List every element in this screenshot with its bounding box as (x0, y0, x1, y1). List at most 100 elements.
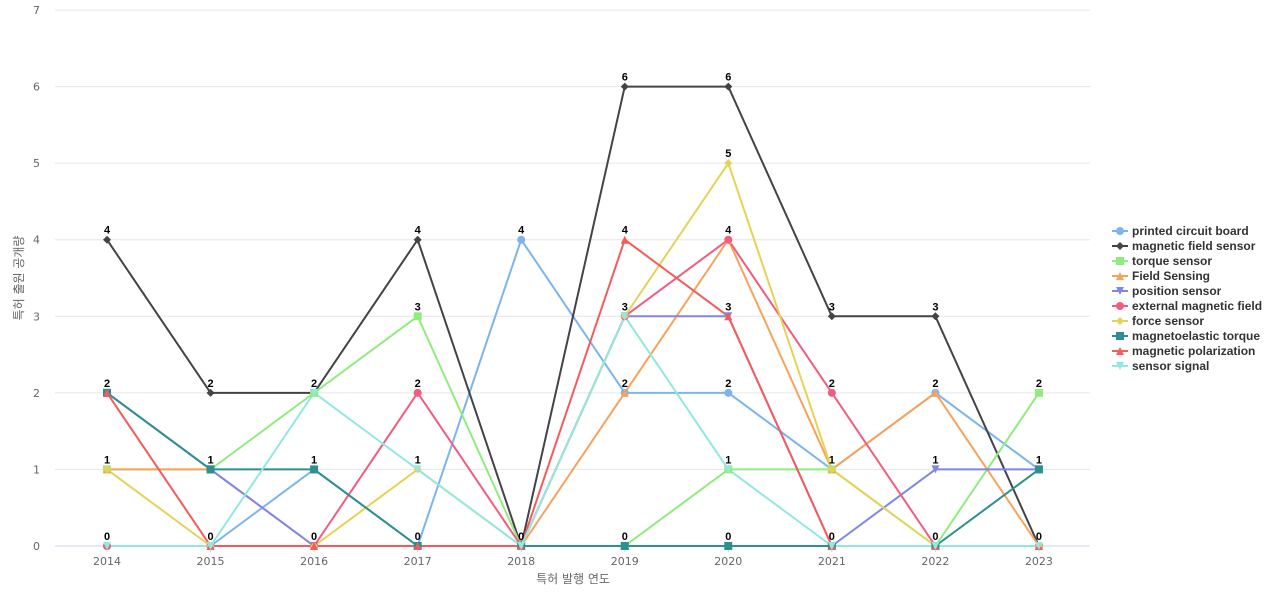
legend-marker (1116, 347, 1124, 355)
data-point-sensor-signal (206, 542, 215, 550)
data-label: 1 (1036, 454, 1042, 466)
x-tick-label: 2019 (611, 555, 639, 568)
data-point-magnetic-polarization (310, 542, 319, 550)
data-point-magnetic-field-sensor (413, 235, 422, 244)
data-label: 3 (932, 301, 938, 313)
data-label: 3 (829, 301, 835, 313)
y-tick-label: 5 (33, 157, 40, 170)
data-labels: 4 2 1 0 2 1 0 2 1 0 4 3 2 1 0 4 0 6 4 3 2 0 6 5 4 3 2 1 0 3 2 1 0 3 2 1 0 2 1 0 (104, 72, 1042, 543)
series-line-magnetic-field-sensor (106, 85, 1040, 547)
legend-label: position sensor (1132, 284, 1222, 298)
data-label: 0 (932, 531, 938, 543)
data-label: 2 (415, 378, 421, 390)
data-label: 4 (725, 225, 732, 237)
legend-item-position-sensor[interactable]: position sensor (1112, 284, 1222, 298)
x-tick-label: 2014 (93, 555, 121, 568)
series-line-force-sensor (106, 162, 1039, 547)
x-tick-label: 2016 (300, 555, 328, 568)
legend-label: printed circuit board (1132, 224, 1249, 238)
data-label: 3 (622, 301, 628, 313)
data-label: 1 (311, 454, 317, 466)
data-label: 2 (829, 378, 835, 390)
legend-item-magnetic-polarization[interactable]: magnetic polarization (1112, 344, 1255, 358)
data-label: 0 (415, 531, 421, 543)
data-point-external-magnetic-field (724, 235, 733, 244)
data-point-field-sensing (620, 388, 629, 397)
legend-marker (1116, 272, 1124, 280)
data-point-sensor-signal (931, 542, 940, 550)
data-point-force-sensor (103, 465, 111, 474)
data-label: 2 (311, 378, 317, 390)
legend-label: magnetic polarization (1132, 344, 1255, 358)
x-tick-label: 2021 (818, 555, 846, 568)
data-point-sensor-signal (827, 542, 836, 550)
data-point-field-sensing (931, 388, 940, 397)
legend-marker (1116, 242, 1124, 250)
data-label: 4 (104, 225, 111, 237)
data-point-external-magnetic-field (827, 388, 836, 397)
y-tick-label: 3 (33, 310, 40, 323)
data-point-sensor-signal (517, 542, 526, 550)
legend-label: sensor signal (1132, 359, 1209, 373)
data-point-position-sensor (931, 465, 940, 474)
data-label: 6 (622, 72, 628, 84)
data-label: 0 (207, 531, 213, 543)
legend-marker (1116, 362, 1124, 370)
data-label: 4 (622, 225, 629, 237)
data-label: 0 (829, 531, 835, 543)
data-point-magnetic-field-sensor (931, 312, 940, 321)
data-label: 6 (725, 72, 731, 84)
legend-marker (1116, 302, 1124, 310)
y-tick-label: 4 (33, 234, 40, 247)
legend-item-magnetoelastic-torque[interactable]: magnetoelastic torque (1112, 329, 1260, 343)
data-point-sensor-signal (620, 312, 629, 321)
data-point-magnetoelastic-torque (310, 465, 319, 474)
data-label: 1 (415, 454, 421, 466)
y-tick-label: 6 (33, 81, 40, 94)
data-label: 2 (207, 378, 213, 390)
data-label: 0 (518, 531, 524, 543)
data-point-sensor-signal (413, 465, 422, 474)
data-point-sensor-signal (310, 388, 319, 397)
data-label: 2 (725, 378, 731, 390)
x-tick-label: 2023 (1025, 555, 1053, 568)
legend-label: external magnetic field (1132, 299, 1262, 313)
data-label: 0 (311, 531, 317, 543)
legend-label: force sensor (1132, 314, 1204, 328)
legend-item-torque-sensor[interactable]: torque sensor (1112, 254, 1212, 268)
series-line-sensor-signal (107, 315, 1039, 547)
x-tick-label: 2015 (197, 555, 225, 568)
legend-item-field-sensing[interactable]: Field Sensing (1112, 269, 1210, 283)
legend-item-external-magnetic-field[interactable]: external magnetic field (1112, 299, 1262, 313)
y-tick-label: 7 (33, 4, 40, 17)
series-markers (103, 82, 1043, 550)
data-point-magnetic-field-sensor (620, 82, 629, 91)
y-tick-label: 0 (33, 540, 40, 553)
legend-item-printed-circuit-board[interactable]: printed circuit board (1112, 224, 1249, 238)
data-label: 1 (829, 454, 835, 466)
data-label: 0 (104, 531, 110, 543)
legend-label: magnetic field sensor (1132, 239, 1256, 253)
data-point-magnetoelastic-torque (724, 542, 733, 550)
data-label: 5 (725, 148, 731, 160)
y-tick-label: 2 (33, 387, 40, 400)
data-point-sensor-signal (1034, 542, 1043, 550)
data-point-force-sensor (724, 159, 733, 168)
legend-marker (1116, 227, 1124, 235)
legend-item-force-sensor[interactable]: force sensor (1112, 314, 1204, 328)
data-point-magnetic-polarization (724, 312, 733, 321)
legend-item-sensor-signal[interactable]: sensor signal (1112, 359, 1209, 373)
data-point-magnetic-polarization (620, 235, 629, 244)
data-label: 2 (104, 378, 110, 390)
x-tick-label: 2017 (404, 555, 432, 568)
data-label: 1 (725, 454, 731, 466)
data-label: 0 (622, 531, 628, 543)
data-point-force-sensor (827, 465, 836, 474)
legend-item-magnetic-field-sensor[interactable]: magnetic field sensor (1112, 239, 1256, 253)
data-label: 3 (725, 301, 731, 313)
legend-marker (1116, 317, 1124, 325)
data-label: 1 (104, 454, 110, 466)
data-label: 1 (207, 454, 213, 466)
